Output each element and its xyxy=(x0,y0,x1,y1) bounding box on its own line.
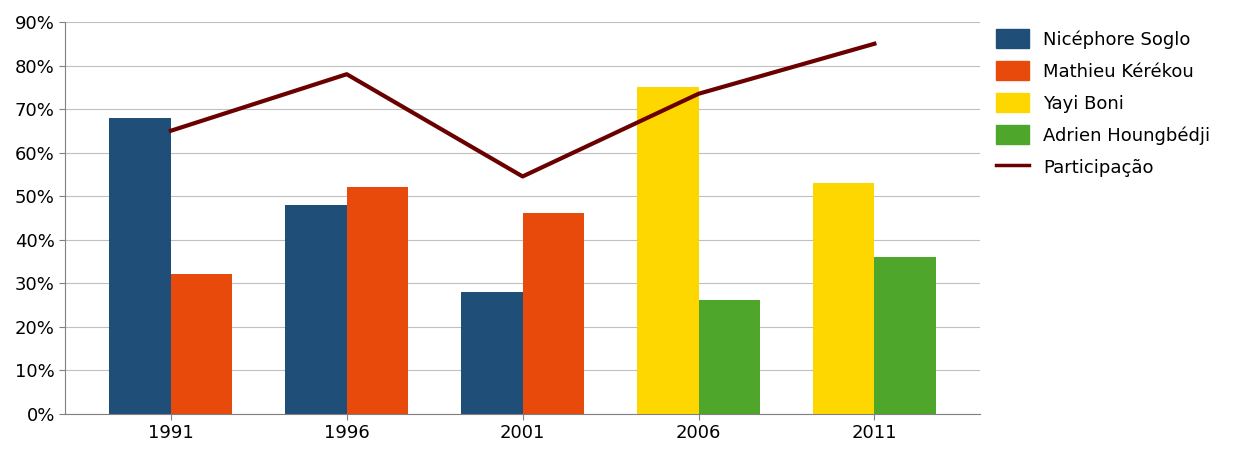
Bar xyxy=(699,300,760,414)
Legend: Nicéphore Soglo, Mathieu Kérékou, Yayi Boni, Adrien Houngbédji, Participação: Nicéphore Soglo, Mathieu Kérékou, Yayi B… xyxy=(989,22,1218,184)
Bar xyxy=(523,213,584,414)
Bar xyxy=(285,205,346,414)
Bar xyxy=(461,292,523,414)
Bar xyxy=(813,183,874,414)
Bar xyxy=(171,274,232,414)
Bar xyxy=(110,118,171,414)
Bar xyxy=(874,257,936,414)
Bar xyxy=(346,187,408,414)
Bar xyxy=(637,87,699,414)
